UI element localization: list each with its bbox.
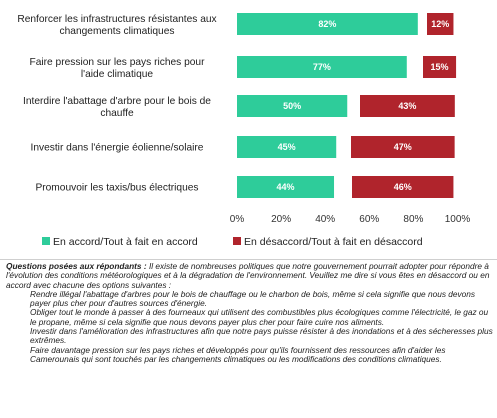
bar-agree xyxy=(237,176,335,198)
question-item-1: Rendre illégal l'abattage d'arbres pour … xyxy=(30,288,476,309)
bar-value-label-disagree: 46% xyxy=(394,182,412,192)
bar-agree xyxy=(237,95,348,117)
question-item-4: Faire davantage pression sur les pays ri… xyxy=(30,344,446,364)
question-item-2: Obliger tout le monde à passer à des fou… xyxy=(30,307,489,327)
bar-agree xyxy=(237,136,337,158)
category-labels: Renforcer les infrastructures résistante… xyxy=(17,14,216,194)
agree-bars: 82% 77% 50% 45% 44% xyxy=(237,13,418,198)
x-tick-label: 80% xyxy=(403,214,423,225)
x-tick-label: 40% xyxy=(315,214,335,225)
category-label: Faire pression sur les pays riches pour l… xyxy=(30,57,206,80)
legend-swatch-disagree xyxy=(233,237,241,245)
legend-label-agree: En accord/Tout à fait en accord xyxy=(53,236,198,248)
bar-value-label-disagree: 43% xyxy=(398,101,416,111)
bar-disagree xyxy=(360,95,455,117)
x-tick-label: 20% xyxy=(271,214,291,225)
bar-disagree xyxy=(352,176,454,198)
bar-disagree xyxy=(351,136,455,158)
bar-value-label-disagree: 15% xyxy=(431,62,449,72)
bar-value-label-disagree: 12% xyxy=(431,19,449,29)
bar-value-label-agree: 82% xyxy=(318,19,336,29)
questions-note: Questions posées aux répondants : Il exi… xyxy=(6,261,494,364)
legend: En accord/Tout à fait en accord En désac… xyxy=(42,236,423,248)
x-tick-label: 0% xyxy=(230,214,245,225)
bar-chart: Renforcer les infrastructures résistante… xyxy=(17,13,471,248)
disagree-bars: 12% 15% 43% 47% 46% xyxy=(351,13,457,198)
question-paragraph: Questions posées aux répondants : Il exi… xyxy=(6,261,494,290)
x-tick-label: 100% xyxy=(445,214,471,225)
question-text: Il existe de nombreuses politiques que n… xyxy=(6,261,490,290)
legend-swatch-agree xyxy=(42,237,50,245)
bar-value-label-agree: 77% xyxy=(313,62,331,72)
bar-value-label-disagree: 47% xyxy=(394,142,412,152)
bar-disagree xyxy=(427,13,454,35)
bar-value-label-agree: 45% xyxy=(278,142,296,152)
category-label: Investir dans l'énergie éolienne/solaire xyxy=(31,143,204,154)
x-axis-ticks: 0% 20% 40% 60% 80% 100% xyxy=(230,214,471,225)
x-tick-label: 60% xyxy=(359,214,379,225)
legend-label-disagree: En désaccord/Tout à fait en désaccord xyxy=(244,236,423,248)
bar-agree xyxy=(237,56,407,78)
question-label: Questions posées aux répondants : xyxy=(6,261,147,271)
bar-agree xyxy=(237,13,418,35)
divider xyxy=(0,259,497,260)
bar-value-label-agree: 50% xyxy=(283,101,301,111)
question-item-3: Investir dans l'amélioration des infrast… xyxy=(30,326,493,346)
bar-disagree xyxy=(423,56,457,78)
bar-value-label-agree: 44% xyxy=(277,182,295,192)
category-label: Renforcer les infrastructures résistante… xyxy=(17,14,216,37)
category-label: Promouvoir les taxis/bus électriques xyxy=(35,183,198,194)
category-label: Interdire l'abattage d'arbre pour le boi… xyxy=(23,96,211,119)
